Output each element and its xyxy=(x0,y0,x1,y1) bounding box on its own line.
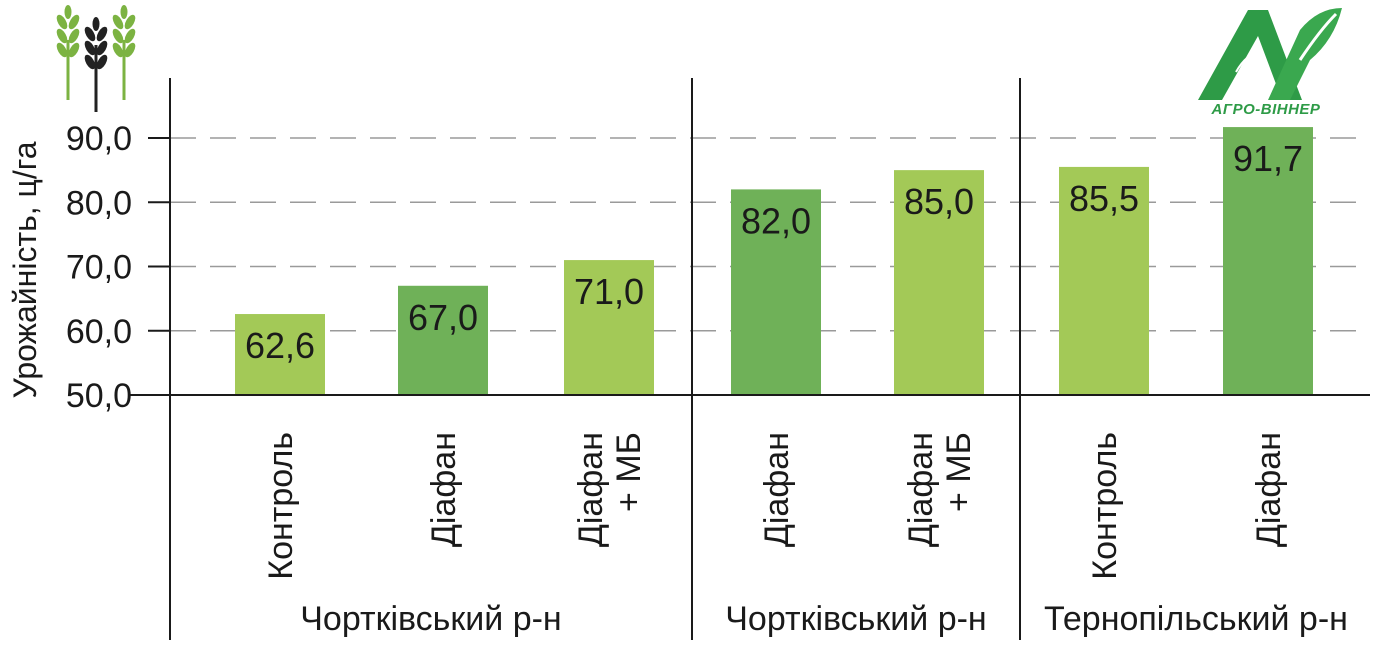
group-label: Тернопільський р-н xyxy=(1044,600,1348,638)
group-label: Чортківський р-н xyxy=(725,600,986,638)
category-label: + МБ xyxy=(940,432,978,512)
category-label: Діафан xyxy=(425,432,463,547)
bar xyxy=(398,285,488,395)
y-tick-label: 70,0 xyxy=(66,249,132,287)
bar-value-label: 85,5 xyxy=(1069,178,1139,219)
category-label: Діафан xyxy=(1250,432,1288,547)
category-label: Контроль xyxy=(262,432,300,580)
bar-value-label: 85,0 xyxy=(904,181,974,222)
bar-value-label: 91,7 xyxy=(1233,138,1303,179)
logo-text: АГРО-ВІННЕР xyxy=(1211,101,1321,118)
bar xyxy=(894,170,984,395)
category-label: Діафан xyxy=(758,432,796,547)
y-tick-label: 60,0 xyxy=(66,313,132,351)
bar-value-label: 67,0 xyxy=(408,297,478,338)
category-label: + МБ xyxy=(610,432,648,512)
bar-value-label: 82,0 xyxy=(741,200,811,241)
bar xyxy=(235,314,325,395)
agro-winner-logo: АГРО-ВІННЕР xyxy=(1198,8,1342,118)
bar xyxy=(1223,127,1313,395)
bars xyxy=(235,127,1313,395)
y-axis-label: Урожайність, ц/га xyxy=(7,141,43,398)
bar-value-label: 62,6 xyxy=(245,325,315,366)
group-label: Чортківський р-н xyxy=(300,600,561,638)
bar xyxy=(564,260,654,395)
axes xyxy=(128,78,1370,640)
bar-value-label: 71,0 xyxy=(574,271,644,312)
category-label: Контроль xyxy=(1086,432,1124,580)
y-tick-label: 90,0 xyxy=(66,120,132,158)
y-tick-label: 80,0 xyxy=(66,184,132,222)
bar xyxy=(1059,166,1149,395)
category-label: Діафан xyxy=(902,432,940,547)
y-tick-label: 50,0 xyxy=(66,377,132,415)
bar xyxy=(731,189,821,395)
category-label: Діафан xyxy=(572,432,610,547)
wheat-icon xyxy=(56,5,136,112)
